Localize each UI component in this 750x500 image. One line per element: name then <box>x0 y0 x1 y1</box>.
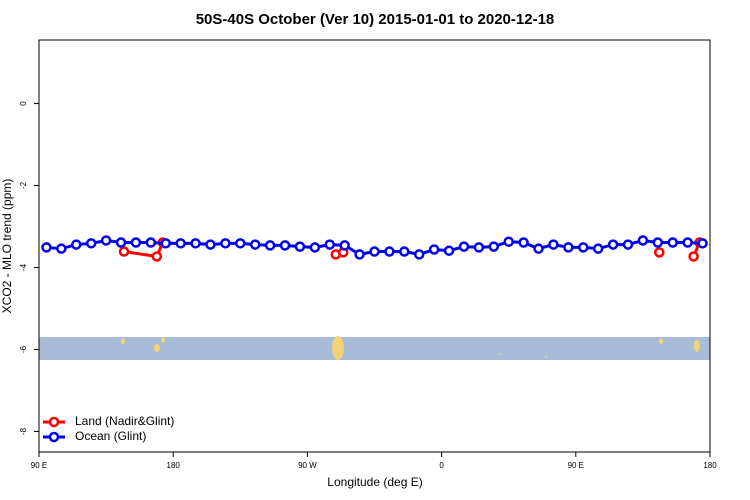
point <box>518 237 529 248</box>
point <box>563 242 574 253</box>
point <box>118 246 130 257</box>
point <box>428 244 440 255</box>
point <box>458 241 470 252</box>
point <box>71 239 82 250</box>
point <box>249 239 261 250</box>
x-tick-label: 180 <box>703 461 717 470</box>
legend-marker <box>48 431 60 443</box>
point <box>339 240 350 251</box>
point <box>399 246 410 257</box>
point <box>190 238 201 249</box>
point <box>160 238 171 249</box>
point <box>279 240 291 251</box>
point <box>667 237 678 248</box>
point <box>637 235 649 246</box>
point <box>688 251 699 262</box>
legend-label: Land (Nadir&Glint) <box>75 414 174 428</box>
point <box>413 249 425 260</box>
point <box>85 238 97 249</box>
legend-label: Ocean (Glint) <box>75 429 146 443</box>
x-tick-label: 90 E <box>568 461 584 470</box>
point <box>115 237 127 248</box>
point <box>264 240 276 251</box>
point <box>309 242 321 253</box>
point <box>205 239 216 250</box>
y-tick-label: -2 <box>19 181 28 189</box>
point <box>592 243 604 254</box>
point <box>443 245 455 256</box>
x-axis-label: Longitude (deg E) <box>327 475 422 489</box>
series <box>41 235 708 260</box>
x-tick-label: 0 <box>439 461 444 470</box>
point <box>548 239 559 250</box>
point <box>697 238 708 249</box>
point <box>488 241 500 252</box>
point <box>130 237 142 248</box>
point <box>175 238 186 249</box>
y-tick-label: -8 <box>19 427 28 435</box>
point <box>369 246 380 257</box>
plot-frame <box>38 39 711 453</box>
point <box>473 242 485 253</box>
point <box>294 241 306 252</box>
point <box>652 237 664 248</box>
point <box>607 239 619 250</box>
y-axis-label: XCO2 - MLO trend (ppm) <box>0 179 14 314</box>
x-tick-label: 90 E <box>31 461 47 470</box>
point <box>622 239 634 250</box>
point <box>324 239 336 250</box>
point <box>654 247 665 258</box>
point <box>41 242 52 253</box>
y-tick-label: -6 <box>19 345 28 353</box>
legend-marker <box>48 416 60 428</box>
point <box>354 249 365 260</box>
x-tick-label: 180 <box>167 461 181 470</box>
point <box>151 251 163 262</box>
x-tick-label: 90 W <box>298 461 317 470</box>
point <box>145 237 157 248</box>
point <box>384 246 395 257</box>
point <box>503 236 514 247</box>
point <box>533 243 544 254</box>
y-tick-label: -4 <box>19 263 28 271</box>
point <box>56 243 67 254</box>
chart-title: 50S-40S October (Ver 10) 2015-01-01 to 2… <box>196 11 555 28</box>
map-strip <box>39 336 710 360</box>
point <box>682 237 693 248</box>
y-tick-label: 0 <box>19 101 28 106</box>
point <box>578 242 589 253</box>
point <box>220 238 231 249</box>
point <box>100 235 112 246</box>
point <box>235 238 246 249</box>
